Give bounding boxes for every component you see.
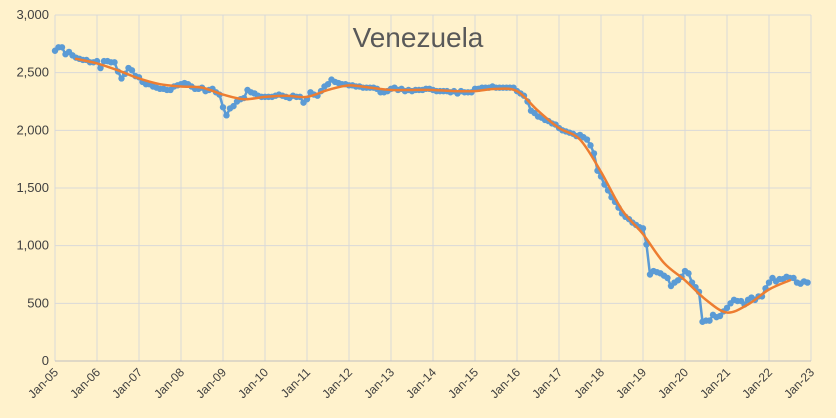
- x-tick-label: Jan-14: [403, 365, 439, 401]
- data-point: [765, 279, 773, 286]
- x-tick-label: Jan-08: [151, 365, 187, 401]
- x-tick-label: Jan-09: [193, 365, 229, 401]
- data-point: [706, 317, 713, 324]
- y-tick-label: 1,500: [16, 180, 49, 195]
- x-tick-label: Jan-19: [613, 365, 649, 401]
- y-tick-label: 0: [42, 353, 49, 368]
- y-tick-label: 1,000: [16, 238, 49, 253]
- data-point: [324, 81, 332, 88]
- x-tick-label: Jan-22: [739, 365, 775, 401]
- x-tick-label: Jan-17: [529, 365, 565, 401]
- gridlines: [54, 14, 812, 361]
- x-tick-label: Jan-07: [109, 365, 145, 401]
- data-point: [716, 312, 724, 320]
- x-tick-label: Jan-10: [235, 365, 271, 401]
- x-tick-label: Jan-15: [445, 365, 481, 401]
- data-point: [128, 67, 136, 74]
- chart-title: Venezuela: [353, 22, 484, 53]
- data-point: [685, 270, 692, 277]
- trend-line: [74, 57, 792, 314]
- y-tick-label: 500: [27, 295, 49, 310]
- x-tick-label: Jan-05: [25, 365, 61, 401]
- data-point: [790, 274, 797, 282]
- data-point: [223, 112, 230, 119]
- data-point: [219, 104, 227, 111]
- y-tick-label: 2,000: [16, 122, 49, 137]
- x-tick-label: Jan-23: [781, 365, 817, 401]
- x-tick-label: Jan-11: [278, 365, 313, 400]
- data-point: [639, 225, 647, 232]
- data-point: [111, 59, 118, 66]
- y-tick-label: 2,500: [16, 65, 49, 80]
- x-tick-label: Jan-18: [571, 365, 607, 401]
- data-point: [804, 279, 811, 286]
- x-tick-label: Jan-21: [697, 365, 733, 401]
- data-point: [118, 75, 125, 82]
- x-tick-label: Jan-12: [319, 365, 355, 401]
- x-tick-label: Jan-06: [67, 365, 103, 401]
- x-tick-label: Jan-20: [655, 365, 691, 401]
- data-point: [587, 142, 594, 149]
- x-tick-label: Jan-16: [487, 365, 523, 401]
- data-point: [723, 304, 731, 312]
- y-tick-label: 3,000: [16, 7, 49, 22]
- x-tick-label: Jan-13: [361, 365, 397, 401]
- data-point: [664, 274, 671, 282]
- data-point: [230, 102, 237, 110]
- data-point: [583, 136, 591, 143]
- series-layer: [51, 44, 811, 325]
- data-point: [97, 64, 104, 72]
- data-point: [58, 44, 66, 51]
